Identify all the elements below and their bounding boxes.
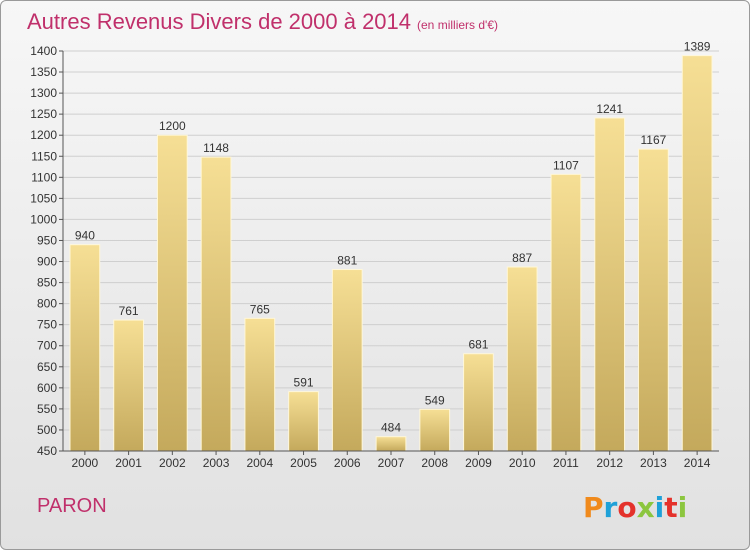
logo-letter: i — [654, 491, 665, 524]
bar-2009 — [463, 353, 494, 452]
y-tick-label: 850 — [37, 276, 57, 290]
logo-letter: o — [617, 491, 637, 524]
bar-2011 — [550, 173, 582, 452]
y-tick-label: 1000 — [30, 212, 57, 226]
bar-2001 — [113, 319, 144, 452]
data-label-2007: 484 — [381, 421, 401, 435]
x-tick-label-2004: 2004 — [246, 456, 273, 470]
bar-2012 — [594, 117, 626, 452]
y-tick-label: 1350 — [30, 65, 57, 79]
x-tick-label-2010: 2010 — [509, 456, 536, 470]
chart-title-text: Autres Revenus Divers de 2000 à 2014 — [27, 9, 412, 34]
bars — [69, 55, 713, 452]
data-label-2003: 1148 — [203, 141, 229, 155]
data-label-2009: 681 — [468, 338, 488, 352]
data-label-2014: 1389 — [684, 40, 711, 54]
x-tick-label-2007: 2007 — [378, 456, 405, 470]
data-label-2008: 549 — [425, 393, 445, 407]
data-label-2004: 765 — [250, 302, 270, 316]
y-tick-label: 550 — [37, 402, 57, 416]
y-tick-label: 950 — [37, 233, 57, 247]
y-tick-label: 600 — [37, 381, 57, 395]
y-tick-label: 1200 — [30, 128, 57, 142]
bar-2002 — [156, 134, 188, 452]
y-tick-label: 1150 — [31, 149, 57, 163]
bar-2005 — [288, 391, 319, 452]
logo-letter: r — [603, 491, 618, 524]
x-tick-label-2005: 2005 — [290, 456, 317, 470]
x-tick-label-2006: 2006 — [334, 456, 361, 470]
chart-title: Autres Revenus Divers de 2000 à 2014 (en … — [27, 9, 498, 35]
y-tick-label: 1250 — [30, 107, 57, 121]
y-tick-label: 800 — [37, 297, 57, 311]
y-tick-label: 700 — [37, 339, 57, 353]
data-label-2001: 761 — [119, 304, 139, 318]
x-tick-label-2001: 2001 — [115, 456, 142, 470]
x-tick-label-2002: 2002 — [159, 456, 186, 470]
bar-2003 — [200, 156, 232, 452]
bar-2014 — [681, 55, 713, 452]
logo-letter: x — [636, 491, 655, 524]
logo-letter: P — [583, 491, 604, 524]
bar-2013 — [638, 148, 669, 452]
x-tick-label-2012: 2012 — [596, 456, 623, 470]
proxiti-logo[interactable]: Proxiti — [583, 491, 687, 524]
y-tick-label: 1300 — [30, 86, 57, 100]
data-label-2000: 940 — [75, 229, 95, 243]
y-tick-label: 1050 — [30, 191, 57, 205]
y-tick-label: 900 — [37, 255, 57, 269]
x-tick-label-2003: 2003 — [203, 456, 230, 470]
x-tick-label-2008: 2008 — [421, 456, 448, 470]
data-label-2013: 1167 — [640, 133, 666, 147]
logo-letter: i — [677, 491, 688, 524]
bar-2008 — [419, 408, 451, 452]
bar-2004 — [244, 317, 276, 452]
y-tick-label: 1100 — [31, 170, 57, 184]
y-tick-label: 1400 — [30, 44, 57, 58]
bar-2000 — [69, 244, 101, 452]
data-label-2006: 881 — [337, 254, 357, 268]
logo-letter: t — [664, 491, 678, 524]
bar-2007 — [375, 436, 407, 452]
x-tick-label-2014: 2014 — [684, 456, 711, 470]
x-tick-label-2011: 2011 — [553, 456, 579, 470]
y-tick-label: 650 — [37, 360, 57, 374]
data-label-2012: 1241 — [596, 102, 623, 116]
data-label-2011: 1107 — [553, 158, 579, 172]
y-tick-label: 450 — [37, 444, 57, 458]
data-label-2010: 887 — [512, 251, 532, 265]
y-tick-label: 500 — [37, 423, 57, 437]
axes: 450 500 550 600 650 700 750 800 850 900 950 1000 105… — [30, 44, 719, 470]
commune-name: PARON — [37, 495, 107, 517]
data-labels: 940 761 1200 1148 765 591 881 484 549 681 887 1107 1… — [75, 40, 711, 435]
x-tick-label-2000: 2000 — [72, 456, 99, 470]
data-label-2002: 1200 — [159, 119, 186, 133]
chart-subtitle: (en milliers d'€) — [417, 18, 498, 32]
x-tick-label-2013: 2013 — [640, 456, 667, 470]
bar-2006 — [331, 269, 363, 452]
x-tick-label-2009: 2009 — [465, 456, 492, 470]
y-tick-label: 750 — [37, 318, 57, 332]
bar-2010 — [506, 266, 538, 452]
data-label-2005: 591 — [294, 376, 314, 390]
